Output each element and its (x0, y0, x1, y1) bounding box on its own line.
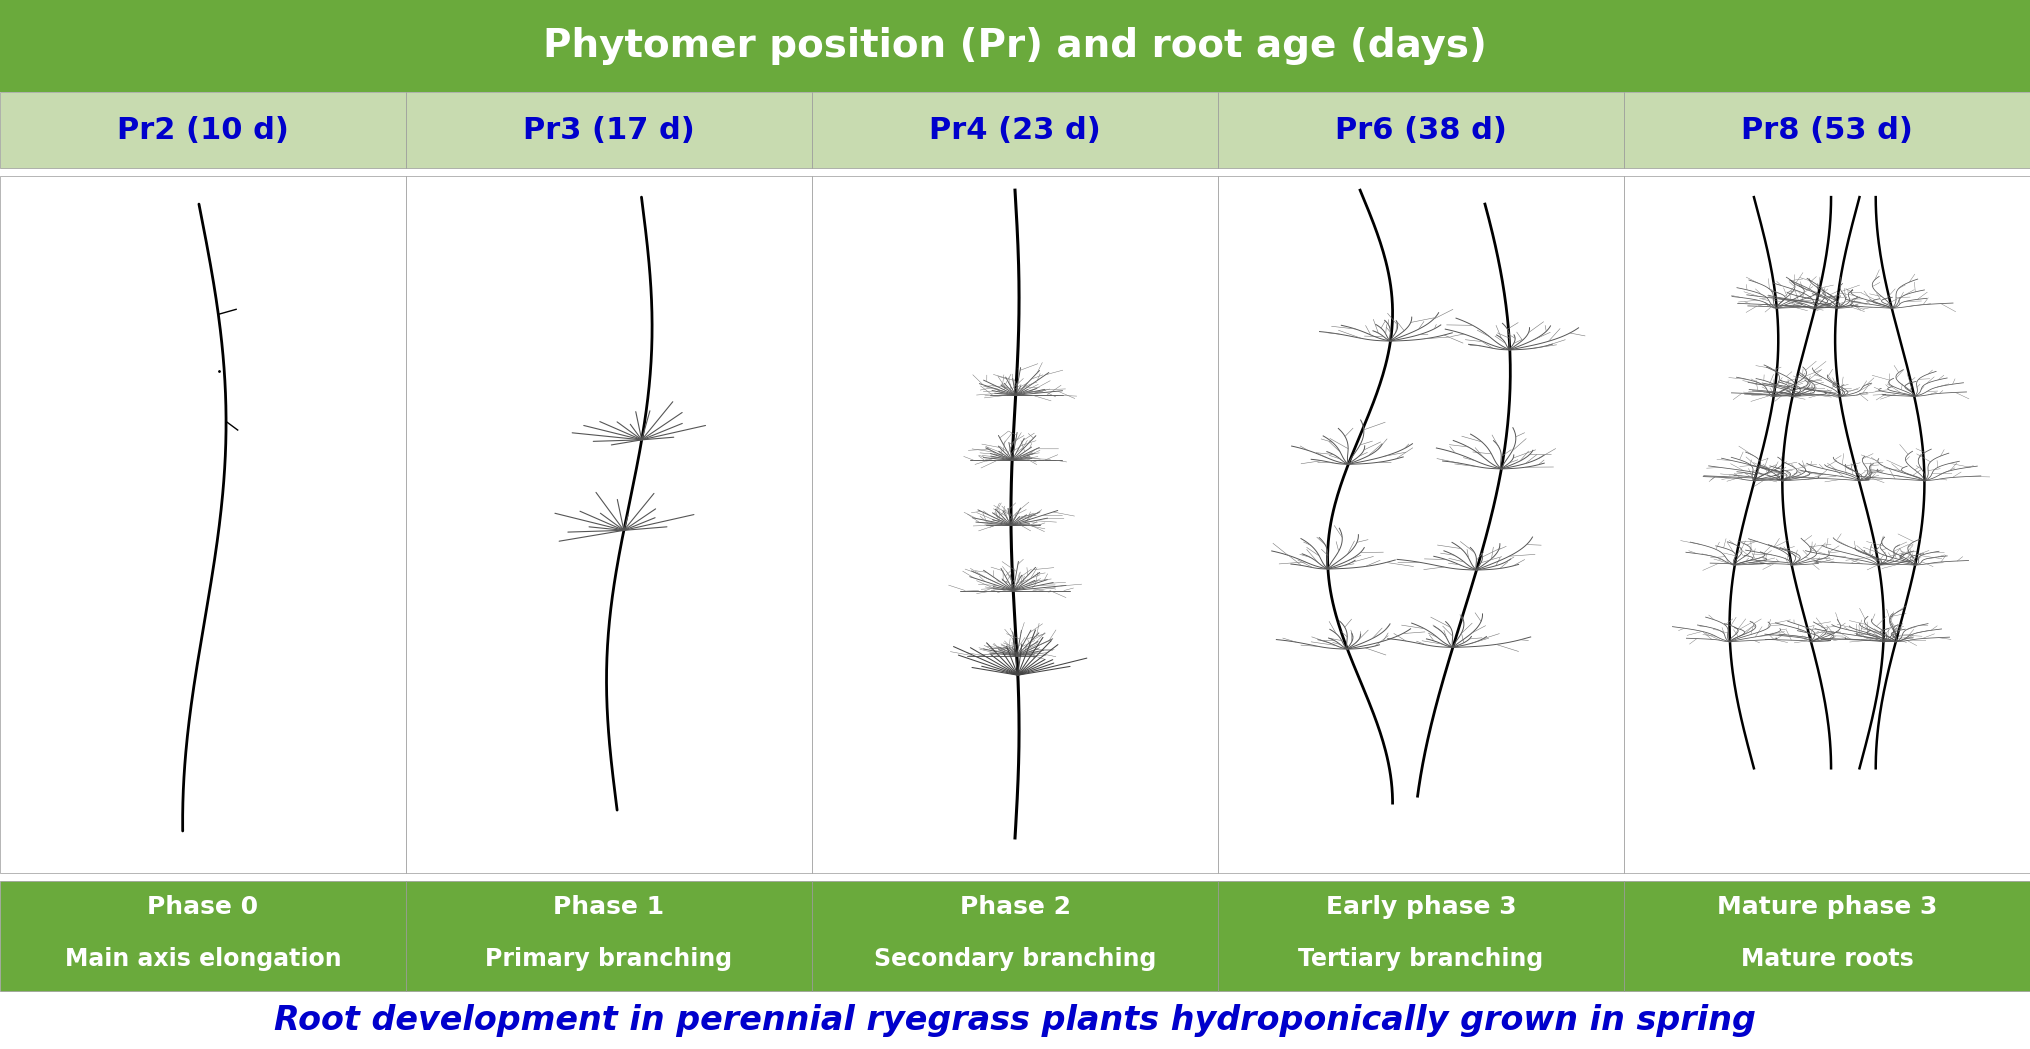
FancyBboxPatch shape (406, 176, 812, 873)
Text: Mature roots: Mature roots (1740, 947, 1914, 971)
Text: Phytomer position (Pr) and root age (days): Phytomer position (Pr) and root age (day… (544, 27, 1486, 65)
Text: Mature phase 3: Mature phase 3 (1717, 895, 1937, 919)
Text: Main axis elongation: Main axis elongation (65, 947, 341, 971)
FancyBboxPatch shape (0, 881, 406, 991)
Text: Pr8 (53 d): Pr8 (53 d) (1742, 115, 1912, 145)
FancyBboxPatch shape (812, 92, 1218, 168)
FancyBboxPatch shape (406, 881, 812, 991)
Text: Early phase 3: Early phase 3 (1326, 895, 1516, 919)
Text: Secondary branching: Secondary branching (873, 947, 1157, 971)
Text: Phase 2: Phase 2 (960, 895, 1070, 919)
Text: Tertiary branching: Tertiary branching (1299, 947, 1543, 971)
Text: Pr6 (38 d): Pr6 (38 d) (1336, 115, 1506, 145)
FancyBboxPatch shape (812, 881, 1218, 991)
Text: Phase 0: Phase 0 (148, 895, 258, 919)
FancyBboxPatch shape (0, 92, 406, 168)
FancyBboxPatch shape (1624, 176, 2030, 873)
Text: Phase 1: Phase 1 (554, 895, 664, 919)
FancyBboxPatch shape (0, 0, 2030, 92)
FancyBboxPatch shape (812, 176, 1218, 873)
FancyBboxPatch shape (1218, 176, 1624, 873)
Text: Pr2 (10 d): Pr2 (10 d) (118, 115, 288, 145)
Text: Pr4 (23 d): Pr4 (23 d) (930, 115, 1100, 145)
FancyBboxPatch shape (0, 176, 406, 873)
FancyBboxPatch shape (1218, 92, 1624, 168)
FancyBboxPatch shape (1624, 92, 2030, 168)
Text: Primary branching: Primary branching (485, 947, 733, 971)
FancyBboxPatch shape (1624, 881, 2030, 991)
FancyBboxPatch shape (1218, 881, 1624, 991)
Text: Pr3 (17 d): Pr3 (17 d) (524, 115, 694, 145)
Text: Root development in perennial ryegrass plants hydroponically grown in spring: Root development in perennial ryegrass p… (274, 1004, 1756, 1036)
FancyBboxPatch shape (406, 92, 812, 168)
